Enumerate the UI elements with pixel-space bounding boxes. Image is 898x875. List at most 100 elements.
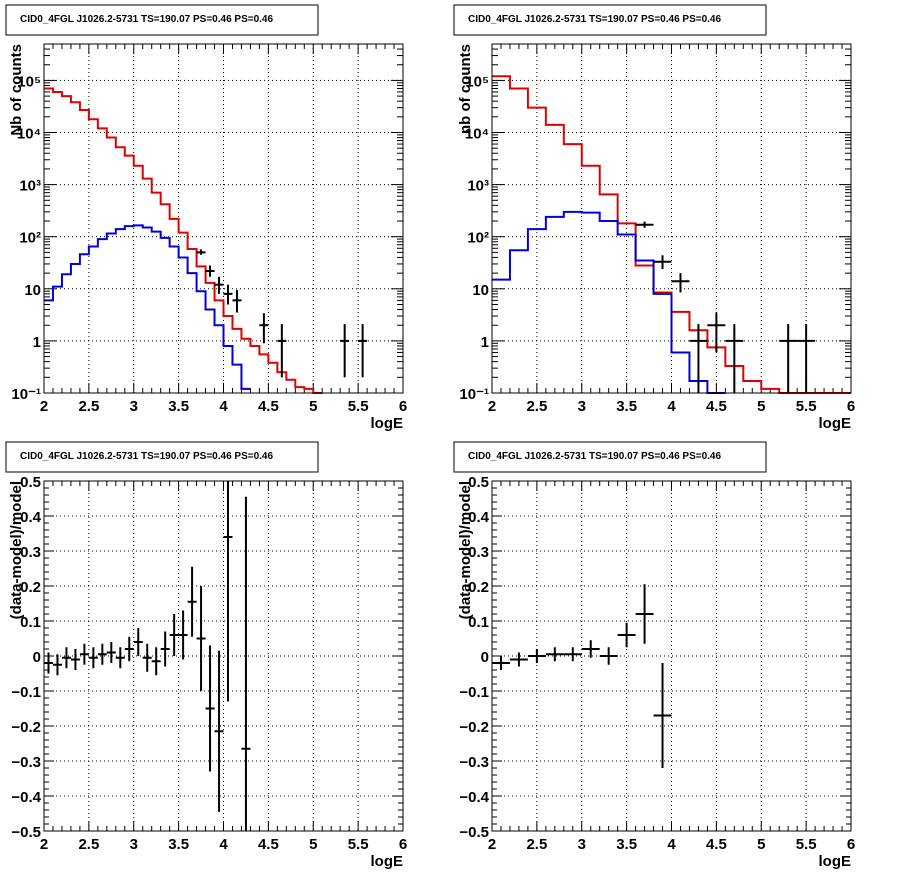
x-tick-label: 3.5: [616, 836, 637, 853]
y-tick-label: −0.4: [11, 789, 41, 806]
data-point: [259, 313, 269, 344]
data-point: [581, 640, 600, 658]
data-point: [725, 324, 744, 393]
x-tick-label: 2: [488, 836, 496, 853]
x-axis-title: logE: [371, 853, 404, 870]
x-tick-label: 4: [667, 836, 676, 853]
data-point: [79, 643, 89, 665]
x-tick-label: 4: [219, 836, 228, 853]
data-point: [492, 656, 510, 670]
data-point: [187, 566, 197, 637]
data-point: [178, 610, 188, 660]
y-tick-label: 0.1: [20, 614, 41, 631]
chart-title: CID0_4FGL J1026.2-5731 TS=190.07 PS=0.46…: [468, 451, 721, 462]
chart-title: CID0_4FGL J1026.2-5731 TS=190.07 PS=0.46…: [468, 14, 721, 25]
x-tick-label: 5.5: [796, 398, 817, 415]
y-tick-label: 1: [33, 334, 41, 351]
data-point: [563, 647, 582, 662]
y-axis-title: nb of counts: [457, 44, 474, 134]
x-tick-label: 6: [399, 836, 407, 853]
y-tick-label: −0.3: [11, 754, 41, 771]
chart-title: CID0_4FGL J1026.2-5731 TS=190.07 PS=0.46…: [20, 14, 273, 25]
data-point: [223, 284, 233, 305]
data-point: [527, 649, 546, 663]
x-tick-label: 4.5: [706, 398, 727, 415]
y-tick-label: 0.1: [468, 614, 489, 631]
x-tick-label: 4.5: [258, 836, 279, 853]
y-tick-label: −0.2: [459, 719, 489, 736]
series-step-line-0: [44, 87, 323, 394]
data-point: [545, 647, 564, 662]
data-point: [617, 622, 636, 648]
x-tick-label: 4.5: [258, 398, 279, 415]
data-point: [599, 647, 618, 665]
chart-panel-bottom-left: CID0_4FGL J1026.2-5731 TS=190.07 PS=0.46…: [5, 441, 407, 870]
y-tick-label: 0: [33, 649, 41, 666]
x-tick-label: 3.5: [616, 398, 637, 415]
data-point: [241, 496, 251, 831]
data-point: [509, 652, 528, 667]
x-tick-label: 3: [578, 836, 586, 853]
data-point: [97, 643, 107, 665]
data-point: [52, 654, 62, 676]
y-tick-label: 0.4: [20, 509, 42, 526]
data-point: [169, 614, 179, 656]
data-point: [797, 324, 816, 393]
x-tick-label: 2.5: [526, 836, 547, 853]
y-tick-label: 10: [24, 282, 41, 299]
y-tick-label: 0.2: [20, 579, 41, 596]
y-tick-label: 10³: [19, 178, 41, 195]
y-tick-label: 0.4: [468, 509, 490, 526]
x-tick-label: 5: [309, 398, 317, 415]
y-tick-label: −0.4: [459, 789, 489, 806]
data-point: [44, 652, 53, 674]
y-tick-label: −0.2: [11, 719, 41, 736]
x-tick-label: 3: [578, 398, 586, 415]
x-tick-label: 5: [309, 836, 317, 853]
data-point: [70, 649, 80, 670]
data-point: [653, 255, 672, 269]
chart-title-box: [453, 4, 767, 36]
data-point: [779, 324, 798, 393]
data-point: [277, 324, 287, 378]
x-tick-label: 5.5: [796, 836, 817, 853]
y-tick-label: 0.3: [20, 544, 41, 561]
plot-frame: [491, 480, 852, 832]
y-tick-label: −0.3: [459, 754, 489, 771]
data-point: [340, 324, 350, 378]
x-axis-title: logE: [371, 415, 404, 432]
x-tick-label: 5: [757, 836, 765, 853]
x-tick-label: 6: [847, 398, 855, 415]
data-point: [205, 645, 215, 772]
data-point: [160, 631, 170, 667]
data-point: [671, 273, 690, 293]
y-tick-label: 0.3: [468, 544, 489, 561]
data-point: [214, 276, 224, 294]
plot-frame: [43, 480, 404, 832]
x-tick-label: 2: [40, 398, 48, 415]
y-tick-label: 10⁴: [17, 126, 41, 143]
x-axis-title: logE: [819, 415, 852, 432]
y-tick-label: 0.5: [20, 474, 41, 491]
y-tick-label: 10³: [467, 178, 489, 195]
data-point: [133, 628, 143, 656]
data-point: [214, 650, 224, 812]
data-point: [61, 647, 71, 669]
data-point: [196, 586, 206, 691]
y-tick-label: 10⁵: [17, 73, 41, 90]
plot-frame: [491, 43, 852, 394]
x-tick-label: 2.5: [78, 398, 99, 415]
y-tick-label: 1: [481, 334, 489, 351]
chart-title-box: [453, 441, 767, 473]
data-point: [196, 249, 206, 255]
plot-frame: [43, 43, 404, 394]
x-tick-label: 4.5: [706, 836, 727, 853]
y-tick-label: 10⁵: [465, 73, 489, 90]
data-point: [88, 647, 98, 669]
y-tick-label: 0.5: [468, 474, 489, 491]
series-step-line-1: [44, 224, 251, 390]
x-tick-label: 2: [40, 836, 48, 853]
chart-panel-bottom-right: CID0_4FGL J1026.2-5731 TS=190.07 PS=0.46…: [453, 441, 855, 870]
y-tick-label: 10⁴: [465, 126, 489, 143]
